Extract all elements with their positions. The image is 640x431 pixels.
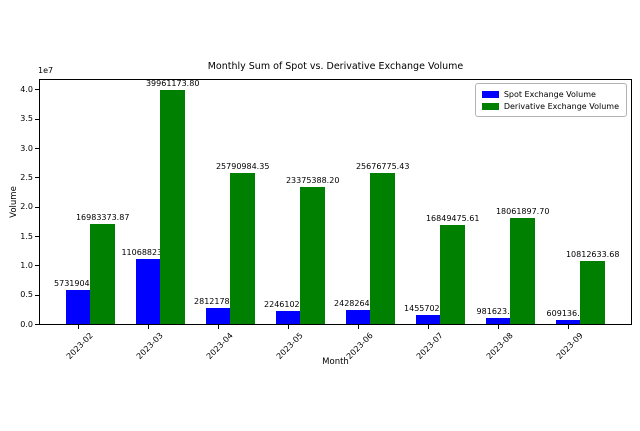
derivative-bar bbox=[440, 225, 465, 324]
y-tick-mark bbox=[35, 294, 39, 296]
y-tick-mark bbox=[35, 89, 39, 91]
derivative-bar bbox=[510, 218, 535, 324]
bar-value-label: 981623.05 bbox=[476, 307, 520, 317]
legend-item: Spot Exchange Volume bbox=[481, 88, 619, 100]
spot-bar bbox=[65, 290, 91, 324]
x-tick-mark bbox=[428, 325, 430, 329]
bar-value-label: 11068823.94 bbox=[121, 248, 175, 258]
bar-value-label: 39961173.80 bbox=[145, 78, 200, 88]
legend-swatch bbox=[481, 102, 499, 110]
bar-value-label: 2246102.21 bbox=[264, 299, 313, 309]
spot-bar bbox=[135, 259, 161, 324]
legend-item: Derivative Exchange Volume bbox=[481, 100, 619, 112]
y-tick-label: 0.0 bbox=[20, 319, 33, 329]
x-axis-label: Month bbox=[322, 357, 349, 367]
y-tick-label: 2.0 bbox=[20, 202, 33, 212]
derivative-bar bbox=[370, 173, 395, 324]
y-tick-label: 4.0 bbox=[20, 84, 33, 94]
spot-bar bbox=[275, 310, 301, 324]
y-tick-mark bbox=[35, 324, 39, 325]
bar-value-label: 16983373.87 bbox=[75, 213, 130, 223]
y-tick-label: 1.5 bbox=[20, 231, 33, 241]
y-tick-label: 2.5 bbox=[20, 172, 33, 182]
spot-bar bbox=[485, 318, 511, 324]
y-tick-label: 0.5 bbox=[20, 290, 33, 300]
derivative-bar bbox=[300, 186, 325, 324]
y-axis-offset-text: 1e7 bbox=[38, 66, 54, 75]
spot-bar bbox=[555, 320, 581, 324]
derivative-bar bbox=[160, 89, 185, 324]
legend: Spot Exchange Volume Derivative Exchange … bbox=[474, 83, 627, 117]
y-tick-mark bbox=[35, 206, 39, 208]
legend-swatch bbox=[481, 90, 499, 98]
bar-value-label: 1455702.46 bbox=[404, 304, 453, 314]
y-tick-mark bbox=[35, 265, 39, 267]
y-tick-mark bbox=[35, 177, 39, 179]
bar-value-label: 10812633.68 bbox=[565, 249, 620, 259]
spot-bar bbox=[415, 315, 441, 324]
bar-value-label: 609136.15 bbox=[546, 309, 590, 319]
spot-bar bbox=[345, 309, 371, 324]
x-tick-mark bbox=[288, 325, 290, 329]
y-tick-label: 1.0 bbox=[20, 260, 33, 270]
spot-bar bbox=[205, 307, 231, 324]
x-tick-mark bbox=[498, 325, 500, 329]
bar-value-label: 2428264.05 bbox=[334, 298, 383, 308]
chart-title: Monthly Sum of Spot vs. Derivative Excha… bbox=[207, 61, 464, 72]
x-tick-mark bbox=[148, 325, 150, 329]
y-tick-label: 3.0 bbox=[20, 143, 33, 153]
x-tick-mark bbox=[218, 325, 220, 329]
x-tick-mark bbox=[78, 325, 80, 329]
x-tick-mark bbox=[358, 325, 360, 329]
bar-value-label: 23375388.20 bbox=[285, 175, 340, 185]
y-tick-mark bbox=[35, 118, 39, 120]
y-tick-mark bbox=[35, 148, 39, 150]
x-tick-mark bbox=[568, 325, 570, 329]
derivative-bar bbox=[90, 224, 115, 324]
bar-value-label: 18061897.70 bbox=[495, 207, 550, 217]
plot-area: Spot Exchange Volume Derivative Exchange … bbox=[39, 79, 632, 325]
bar-value-label: 25676775.43 bbox=[355, 162, 410, 172]
derivative-bar bbox=[230, 172, 255, 324]
bar-value-label: 2812178.86 bbox=[194, 296, 243, 306]
y-tick-label: 3.5 bbox=[20, 114, 33, 124]
bar-value-label: 25790984.35 bbox=[215, 161, 270, 171]
bar-value-label: 16849475.61 bbox=[425, 214, 480, 224]
bar-value-label: 5731904.87 bbox=[54, 279, 103, 289]
y-tick-mark bbox=[35, 236, 39, 238]
derivative-bar bbox=[580, 260, 605, 324]
legend-label: Derivative Exchange Volume bbox=[503, 101, 619, 111]
legend-label: Spot Exchange Volume bbox=[503, 89, 596, 99]
